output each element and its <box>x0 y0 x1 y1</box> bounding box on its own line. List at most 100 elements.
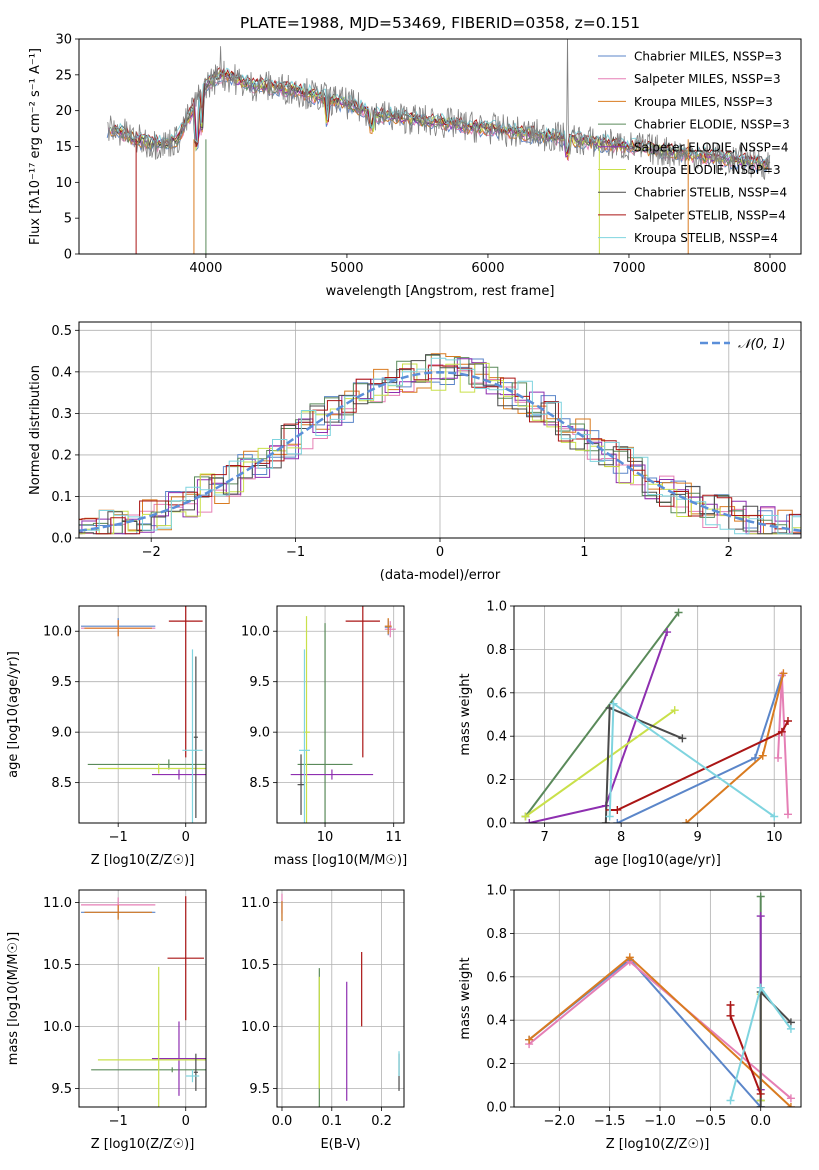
y-tick-label: 0.0 <box>486 1101 507 1116</box>
y-tick-label: 8.5 <box>51 776 72 791</box>
series-line <box>616 675 783 823</box>
y-tick-label: 10.5 <box>241 958 270 973</box>
x-tick-label: 5000 <box>330 261 363 276</box>
legend-label: Salpeter STELIB, NSSP=4 <box>634 208 786 222</box>
plus-marker <box>605 703 614 712</box>
series <box>521 706 679 821</box>
series <box>756 987 795 1107</box>
x-tick-label: 1 <box>580 545 588 560</box>
legend-label: 𝒩(0, 1) <box>738 337 785 352</box>
data-point <box>384 618 392 635</box>
x-tick-label: −2.0 <box>544 1114 576 1129</box>
legend-label: Chabrier MILES, NSSP=3 <box>634 50 782 64</box>
plus-marker <box>601 819 610 823</box>
x-axis-label: (data-model)/error <box>380 568 501 583</box>
legend-label: Chabrier STELIB, NSSP=4 <box>634 186 787 200</box>
series <box>605 699 779 821</box>
chart-0: 4000 5000 6000 7000 8000 0 5 10 15 20 25 30 waveleng… <box>28 33 802 299</box>
y-tick-label: 0.8 <box>486 927 507 942</box>
axes-frame <box>276 889 405 1108</box>
axes-frame <box>78 38 802 255</box>
plus-marker <box>786 1024 795 1033</box>
plus-marker <box>751 753 760 762</box>
y-tick-label: 0.4 <box>51 365 72 380</box>
plus-marker <box>525 1035 534 1044</box>
plus-marker <box>786 1094 795 1103</box>
chart-4: 7 8 9 10 0.0 0.2 0.4 0.6 0.8 1.0 age [log10(age/yr… <box>458 600 802 868</box>
plus-marker <box>521 812 530 821</box>
x-tick-label: 8 <box>617 830 625 845</box>
plot-area <box>277 890 404 1107</box>
x-tick-label: 10 <box>766 830 783 845</box>
y-tick-label: 9.0 <box>51 726 72 741</box>
data-point <box>151 1021 206 1096</box>
x-tick-label: 0.0 <box>272 1114 293 1129</box>
y-tick-label: 0.3 <box>51 407 72 422</box>
data-point <box>151 769 206 780</box>
y-axis-label: mass weight <box>458 957 473 1039</box>
plot-area <box>106 39 771 254</box>
plot-area <box>79 890 206 1107</box>
axes-frame <box>78 889 207 1108</box>
y-tick-label: 0.6 <box>486 970 507 985</box>
series <box>682 669 788 823</box>
legend-label: Salpeter MILES, NSSP=3 <box>634 72 781 86</box>
data-point <box>193 1053 198 1091</box>
plus-marker <box>777 727 786 736</box>
plus-marker <box>613 819 622 823</box>
histogram-step <box>79 362 801 535</box>
y-tick-label: 0.6 <box>486 686 507 701</box>
y-tick-label: 20 <box>55 104 72 119</box>
model-spectrum-line <box>115 67 770 165</box>
plot-area <box>277 606 404 823</box>
data-point <box>185 1069 200 1083</box>
x-tick-label: 0 <box>436 545 444 560</box>
y-tick-label: 9.5 <box>51 1082 72 1097</box>
x-axis-label: E(B-V) <box>320 1137 360 1152</box>
x-tick-label: −1 <box>109 830 128 845</box>
data-point <box>91 1067 206 1073</box>
x-axis-label: Z [log10(Z/Z☉)] <box>606 1137 710 1152</box>
plus-marker <box>609 699 618 708</box>
plot-area <box>514 606 801 823</box>
y-tick-label: 10.0 <box>43 1020 72 1035</box>
observed-spectrum-line <box>107 39 771 181</box>
x-tick-label: 0.2 <box>371 1114 392 1129</box>
x-axis-label: age [log10(age/yr)] <box>594 853 721 868</box>
y-tick-label: 5 <box>64 212 72 227</box>
x-axis-label: wavelength [Angstrom, rest frame] <box>326 284 555 299</box>
y-tick-label: 25 <box>55 68 72 83</box>
normal-reference-curve <box>79 371 801 532</box>
legend-label: Salpeter ELODIE, NSSP=4 <box>634 140 789 154</box>
data-point <box>167 896 204 1021</box>
x-tick-label: −1 <box>109 1114 128 1129</box>
legend-label: Kroupa ELODIE, NSSP=3 <box>634 163 781 177</box>
legend-label: Kroupa MILES, NSSP=3 <box>634 95 773 109</box>
y-tick-label: 11.0 <box>241 896 270 911</box>
data-point <box>84 904 152 920</box>
y-tick-label: 0.2 <box>486 1057 507 1072</box>
x-tick-label: −2 <box>142 545 161 560</box>
plus-marker <box>758 751 767 760</box>
plus-marker <box>726 1001 735 1010</box>
series-line <box>777 675 789 815</box>
y-tick-label: 0.5 <box>51 324 72 339</box>
chart-1: −2 −1 0 1 2 0.0 0.1 0.2 0.3 0.4 0.5 (data-model)/er… <box>28 321 802 583</box>
y-tick-label: 0.8 <box>486 643 507 658</box>
x-tick-label: 2 <box>725 545 733 560</box>
y-tick-label: 10.5 <box>43 958 72 973</box>
data-point <box>384 621 396 638</box>
x-axis-label: mass [log10(M/M☉)] <box>274 853 407 868</box>
data-point <box>87 759 206 770</box>
plus-marker <box>756 892 765 901</box>
x-axis-label: Z [log10(Z/Z☉)] <box>91 1137 195 1152</box>
y-tick-label: 8.5 <box>249 776 270 791</box>
series <box>605 717 792 814</box>
x-tick-label: 6000 <box>471 261 504 276</box>
plot-area <box>79 322 801 538</box>
plus-marker <box>670 706 679 715</box>
plus-marker <box>682 819 691 823</box>
series <box>525 955 765 1107</box>
axes-frame <box>276 605 405 824</box>
y-tick-label: 0.4 <box>486 1014 507 1029</box>
